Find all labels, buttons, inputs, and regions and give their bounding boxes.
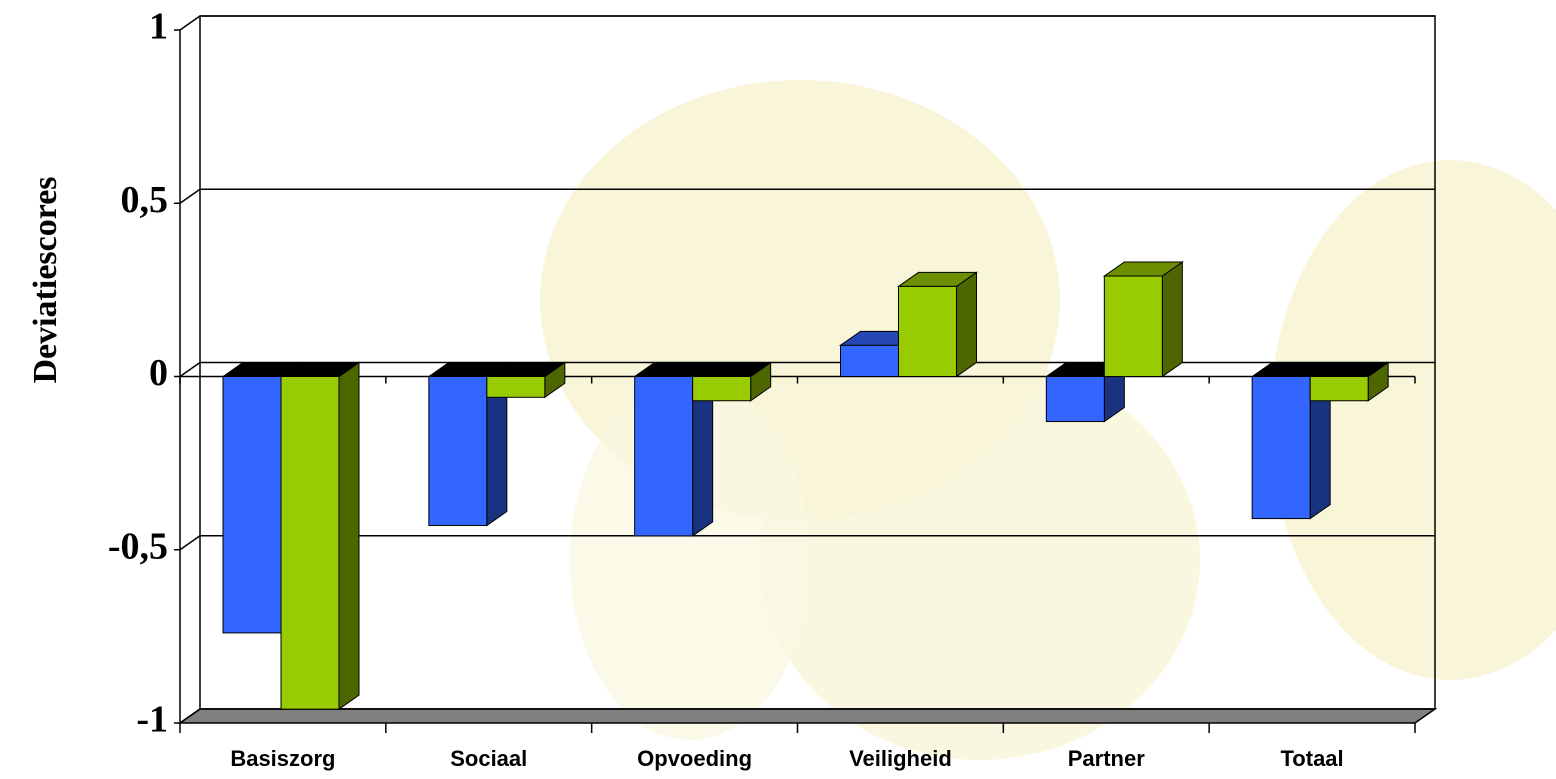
x-tick-label: Veiligheid	[849, 746, 952, 771]
grid-diagonal	[180, 16, 200, 30]
y-tick-label: -0,5	[108, 525, 168, 567]
x-tick-label: Sociaal	[450, 746, 527, 771]
y-tick-label: 0	[149, 352, 168, 394]
bar-side	[957, 272, 977, 376]
bar	[223, 377, 281, 633]
bar-side	[339, 363, 359, 710]
x-tick-label: Partner	[1068, 746, 1145, 771]
grid-diagonal	[180, 363, 200, 377]
bar	[693, 377, 751, 401]
x-tick-label: Totaal	[1281, 746, 1344, 771]
page: {"chart_data": {"type": "bar3d", "y_labe…	[0, 0, 1556, 779]
bar	[487, 377, 545, 398]
bar	[899, 286, 957, 376]
bar	[1046, 377, 1104, 422]
y-tick-label: 0,5	[121, 179, 169, 221]
bar	[1252, 377, 1310, 519]
grid-diagonal	[180, 189, 200, 203]
y-axis-label: Deviatiescores	[27, 176, 64, 383]
floor	[180, 709, 1435, 723]
bar-side	[1162, 262, 1182, 376]
x-tick-label: Basiszorg	[230, 746, 335, 771]
bar	[841, 345, 899, 376]
bar	[1310, 377, 1368, 401]
grid-diagonal	[180, 536, 200, 550]
bar	[1104, 276, 1162, 376]
y-tick-label: 1	[149, 6, 168, 48]
bar	[429, 377, 487, 526]
chart: Deviatiescores -1 -0,5 0 0,5 1 Basiszorg Socia…	[0, 0, 1556, 779]
bar	[635, 377, 693, 536]
x-tick-label: Opvoeding	[637, 746, 752, 771]
bar	[281, 377, 339, 710]
y-tick-label: -1	[136, 699, 168, 741]
